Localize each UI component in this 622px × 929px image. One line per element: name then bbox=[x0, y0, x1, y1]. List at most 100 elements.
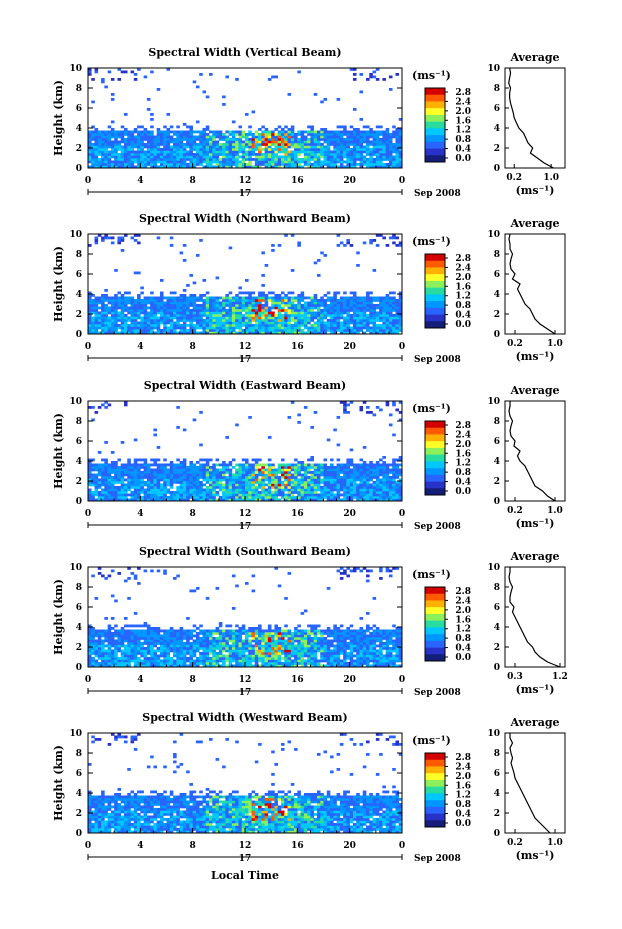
heatmap-cell bbox=[182, 259, 187, 262]
heatmap-cell bbox=[395, 160, 400, 164]
heatmap-cell bbox=[88, 491, 92, 494]
heatmap-cell bbox=[179, 158, 184, 161]
heatmap-cell bbox=[182, 428, 187, 432]
heatmap-cell bbox=[277, 299, 282, 302]
heatmap-cell bbox=[120, 639, 125, 643]
heatmap-cell bbox=[271, 306, 275, 310]
heatmap-cell bbox=[352, 314, 357, 317]
heatmap-cell bbox=[248, 478, 252, 482]
heatmap-cell bbox=[117, 153, 122, 156]
heatmap-cell bbox=[150, 70, 154, 74]
heatmap-cell bbox=[110, 637, 115, 640]
heatmap-cell bbox=[120, 324, 125, 327]
heatmap-cell bbox=[267, 471, 272, 474]
heatmap-cell bbox=[261, 324, 265, 327]
heatmap-cell bbox=[388, 138, 393, 141]
heatmap-cell bbox=[120, 496, 125, 499]
heatmap-cell bbox=[146, 143, 151, 146]
heatmap-cell bbox=[114, 488, 118, 492]
heatmap-cell bbox=[254, 463, 259, 467]
heatmap-cell bbox=[215, 158, 220, 161]
heatmap-cell bbox=[274, 304, 279, 307]
heatmap-cell bbox=[310, 148, 314, 151]
heatmap-cell bbox=[392, 296, 396, 300]
heatmap-cell bbox=[352, 291, 357, 295]
heatmap-cell bbox=[346, 463, 350, 467]
heatmap-cell bbox=[366, 496, 370, 499]
heatmap-cell bbox=[303, 311, 308, 315]
heatmap-cell bbox=[313, 478, 318, 482]
heatmap-cell bbox=[222, 301, 226, 305]
heatmap-cell bbox=[114, 491, 118, 494]
heatmap-cell bbox=[110, 659, 115, 663]
heatmap-cell bbox=[277, 326, 282, 330]
heatmap-cell bbox=[307, 471, 311, 474]
heatmap-cell bbox=[146, 321, 151, 325]
heatmap-cell bbox=[320, 128, 324, 131]
heatmap-cell bbox=[352, 324, 357, 327]
heatmap-cell bbox=[320, 478, 324, 482]
heatmap-cell bbox=[316, 140, 321, 144]
heatmap-cell bbox=[339, 486, 344, 489]
colorbar-tick-label: 2.4 bbox=[455, 263, 471, 273]
heatmap-cell bbox=[117, 481, 122, 484]
heatmap-cell bbox=[356, 145, 360, 149]
heatmap-cell bbox=[372, 314, 377, 317]
heatmap-cell bbox=[271, 148, 275, 151]
heatmap-cell bbox=[398, 411, 403, 414]
heatmap-cell bbox=[388, 158, 393, 161]
heatmap-cell bbox=[150, 304, 154, 307]
heatmap-cell bbox=[379, 155, 383, 159]
heatmap-cell bbox=[179, 316, 184, 320]
heatmap-cell bbox=[163, 311, 167, 315]
heatmap-cell bbox=[107, 153, 112, 156]
heatmap-cell bbox=[395, 466, 400, 469]
heatmap-cell bbox=[192, 80, 197, 84]
heatmap-cell bbox=[146, 488, 151, 492]
heatmap-cell bbox=[392, 125, 396, 129]
heatmap-cell bbox=[307, 148, 311, 151]
heatmap-cell bbox=[228, 498, 233, 502]
heatmap-cell bbox=[303, 331, 308, 335]
heatmap-cell bbox=[271, 160, 275, 164]
heatmap-cell bbox=[91, 493, 95, 497]
heatmap-cell bbox=[133, 73, 138, 76]
heatmap-cell bbox=[349, 326, 354, 330]
heatmap-cell bbox=[336, 324, 341, 327]
heatmap-cell bbox=[169, 236, 174, 240]
heatmap-cell bbox=[156, 145, 161, 149]
heatmap-cell bbox=[287, 468, 292, 472]
heatmap-cell bbox=[297, 311, 301, 315]
heatmap-cell bbox=[379, 234, 383, 237]
heatmap-cell bbox=[398, 306, 403, 310]
heatmap-cell bbox=[146, 324, 151, 327]
heatmap-cell bbox=[192, 140, 197, 144]
heatmap-cell bbox=[179, 329, 184, 332]
heatmap-cell bbox=[123, 632, 128, 635]
heatmap-cell bbox=[133, 483, 138, 487]
heatmap-cell bbox=[375, 473, 380, 477]
heatmap-cell bbox=[133, 314, 138, 317]
heatmap-cell bbox=[156, 324, 161, 327]
heatmap-cell bbox=[209, 473, 213, 477]
heatmap-cell bbox=[356, 326, 360, 330]
heatmap-cell bbox=[323, 158, 328, 161]
heatmap-cell bbox=[137, 301, 141, 305]
heatmap-cell bbox=[189, 299, 193, 302]
heatmap-cell bbox=[94, 647, 99, 650]
heatmap-cell bbox=[107, 316, 112, 320]
heatmap-cell bbox=[258, 150, 262, 154]
heatmap-cell bbox=[101, 468, 105, 472]
heatmap-cell bbox=[215, 143, 220, 146]
heatmap-cell bbox=[146, 316, 151, 320]
heatmap-cell bbox=[114, 130, 118, 134]
heatmap-cell bbox=[117, 316, 122, 320]
heatmap-cell bbox=[307, 321, 311, 325]
heatmap-cell bbox=[159, 160, 164, 164]
heatmap-cell bbox=[114, 148, 118, 151]
heatmap-cell bbox=[91, 165, 95, 169]
heatmap-cell bbox=[117, 637, 122, 640]
heatmap-cell bbox=[316, 331, 321, 335]
heatmap-cell bbox=[313, 316, 318, 320]
heatmap-cell bbox=[156, 135, 161, 139]
